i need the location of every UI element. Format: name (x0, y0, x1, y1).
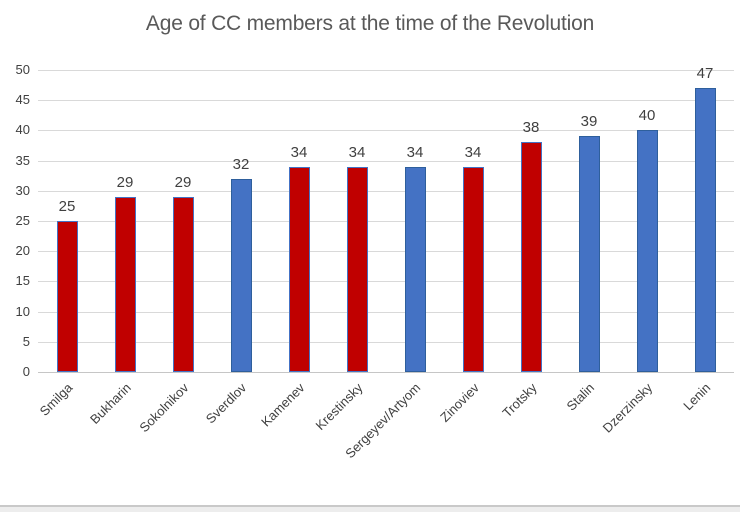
gridline (38, 100, 734, 101)
bar-value-label: 40 (638, 107, 656, 125)
y-tick-label: 15 (15, 273, 30, 288)
bar-value-label: 34 (464, 143, 482, 161)
bar-krestinsky (346, 166, 368, 372)
bar-sverdlov (230, 178, 252, 372)
x-category-label-text: Zinoviev (436, 380, 482, 425)
bar-sergeyev-artyom (404, 166, 426, 372)
y-tick-label: 25 (15, 213, 30, 228)
x-category-label-text: Bukharin (86, 380, 134, 427)
x-axis-line (38, 372, 734, 373)
x-category-label-text: Smilga (36, 380, 76, 419)
bar-trotsky (520, 142, 542, 372)
y-tick-label: 40 (15, 122, 30, 137)
bar-value-label: 34 (348, 143, 366, 161)
bar-value-label: 32 (232, 155, 250, 173)
y-tick-label: 0 (22, 364, 30, 379)
bar-dzerzinsky (636, 130, 658, 372)
gridline (38, 161, 734, 162)
bar-value-label: 25 (58, 198, 76, 215)
x-category-label-text: Sverdlov (203, 380, 250, 427)
gridline (38, 251, 734, 252)
window-bottom-edge (0, 505, 740, 512)
y-tick-label: 45 (15, 92, 30, 107)
gridline (38, 312, 734, 313)
x-category-label-text: Trotsky (499, 380, 540, 421)
bar-smilga (56, 221, 78, 372)
x-category-label-text: Stalin (563, 380, 598, 414)
bar-value-label: 39 (580, 113, 598, 131)
chart-title: Age of CC members at the time of the Rev… (145, 12, 595, 35)
y-tick-label: 30 (15, 183, 30, 198)
bar-stalin (578, 136, 600, 372)
bar-bukharin (114, 196, 136, 372)
y-tick-label: 10 (15, 304, 30, 319)
y-tick-label: 50 (15, 62, 30, 77)
bar-kamenev (288, 166, 310, 372)
bar-lenin (694, 88, 716, 372)
x-category-label-text: Lenin (680, 380, 714, 414)
y-tick-label: 5 (22, 334, 30, 349)
gridline (38, 70, 734, 71)
gridline (38, 281, 734, 282)
gridline (38, 342, 734, 343)
bar-value-label: 34 (406, 143, 424, 161)
x-category-label-text: Krestinsky (312, 380, 366, 434)
bar-value-label: 29 (174, 173, 192, 191)
x-category-label-text: Kamenev (258, 380, 308, 430)
y-tick-label: 35 (15, 153, 30, 168)
gridline (38, 130, 734, 131)
bar-value-label: 47 (696, 65, 714, 83)
x-category-label-text: Sokolnikov (136, 380, 192, 436)
gridline (38, 221, 734, 222)
bar-value-label: 38 (522, 119, 540, 137)
x-category-label-text: Dzerzinsky (600, 380, 656, 436)
bar-sokolnikov (172, 196, 194, 372)
bar-zinoviev (462, 166, 484, 372)
y-tick-label: 20 (15, 243, 30, 258)
gridline (38, 191, 734, 192)
bar-value-label: 34 (290, 143, 308, 161)
bar-value-label: 29 (116, 173, 134, 191)
